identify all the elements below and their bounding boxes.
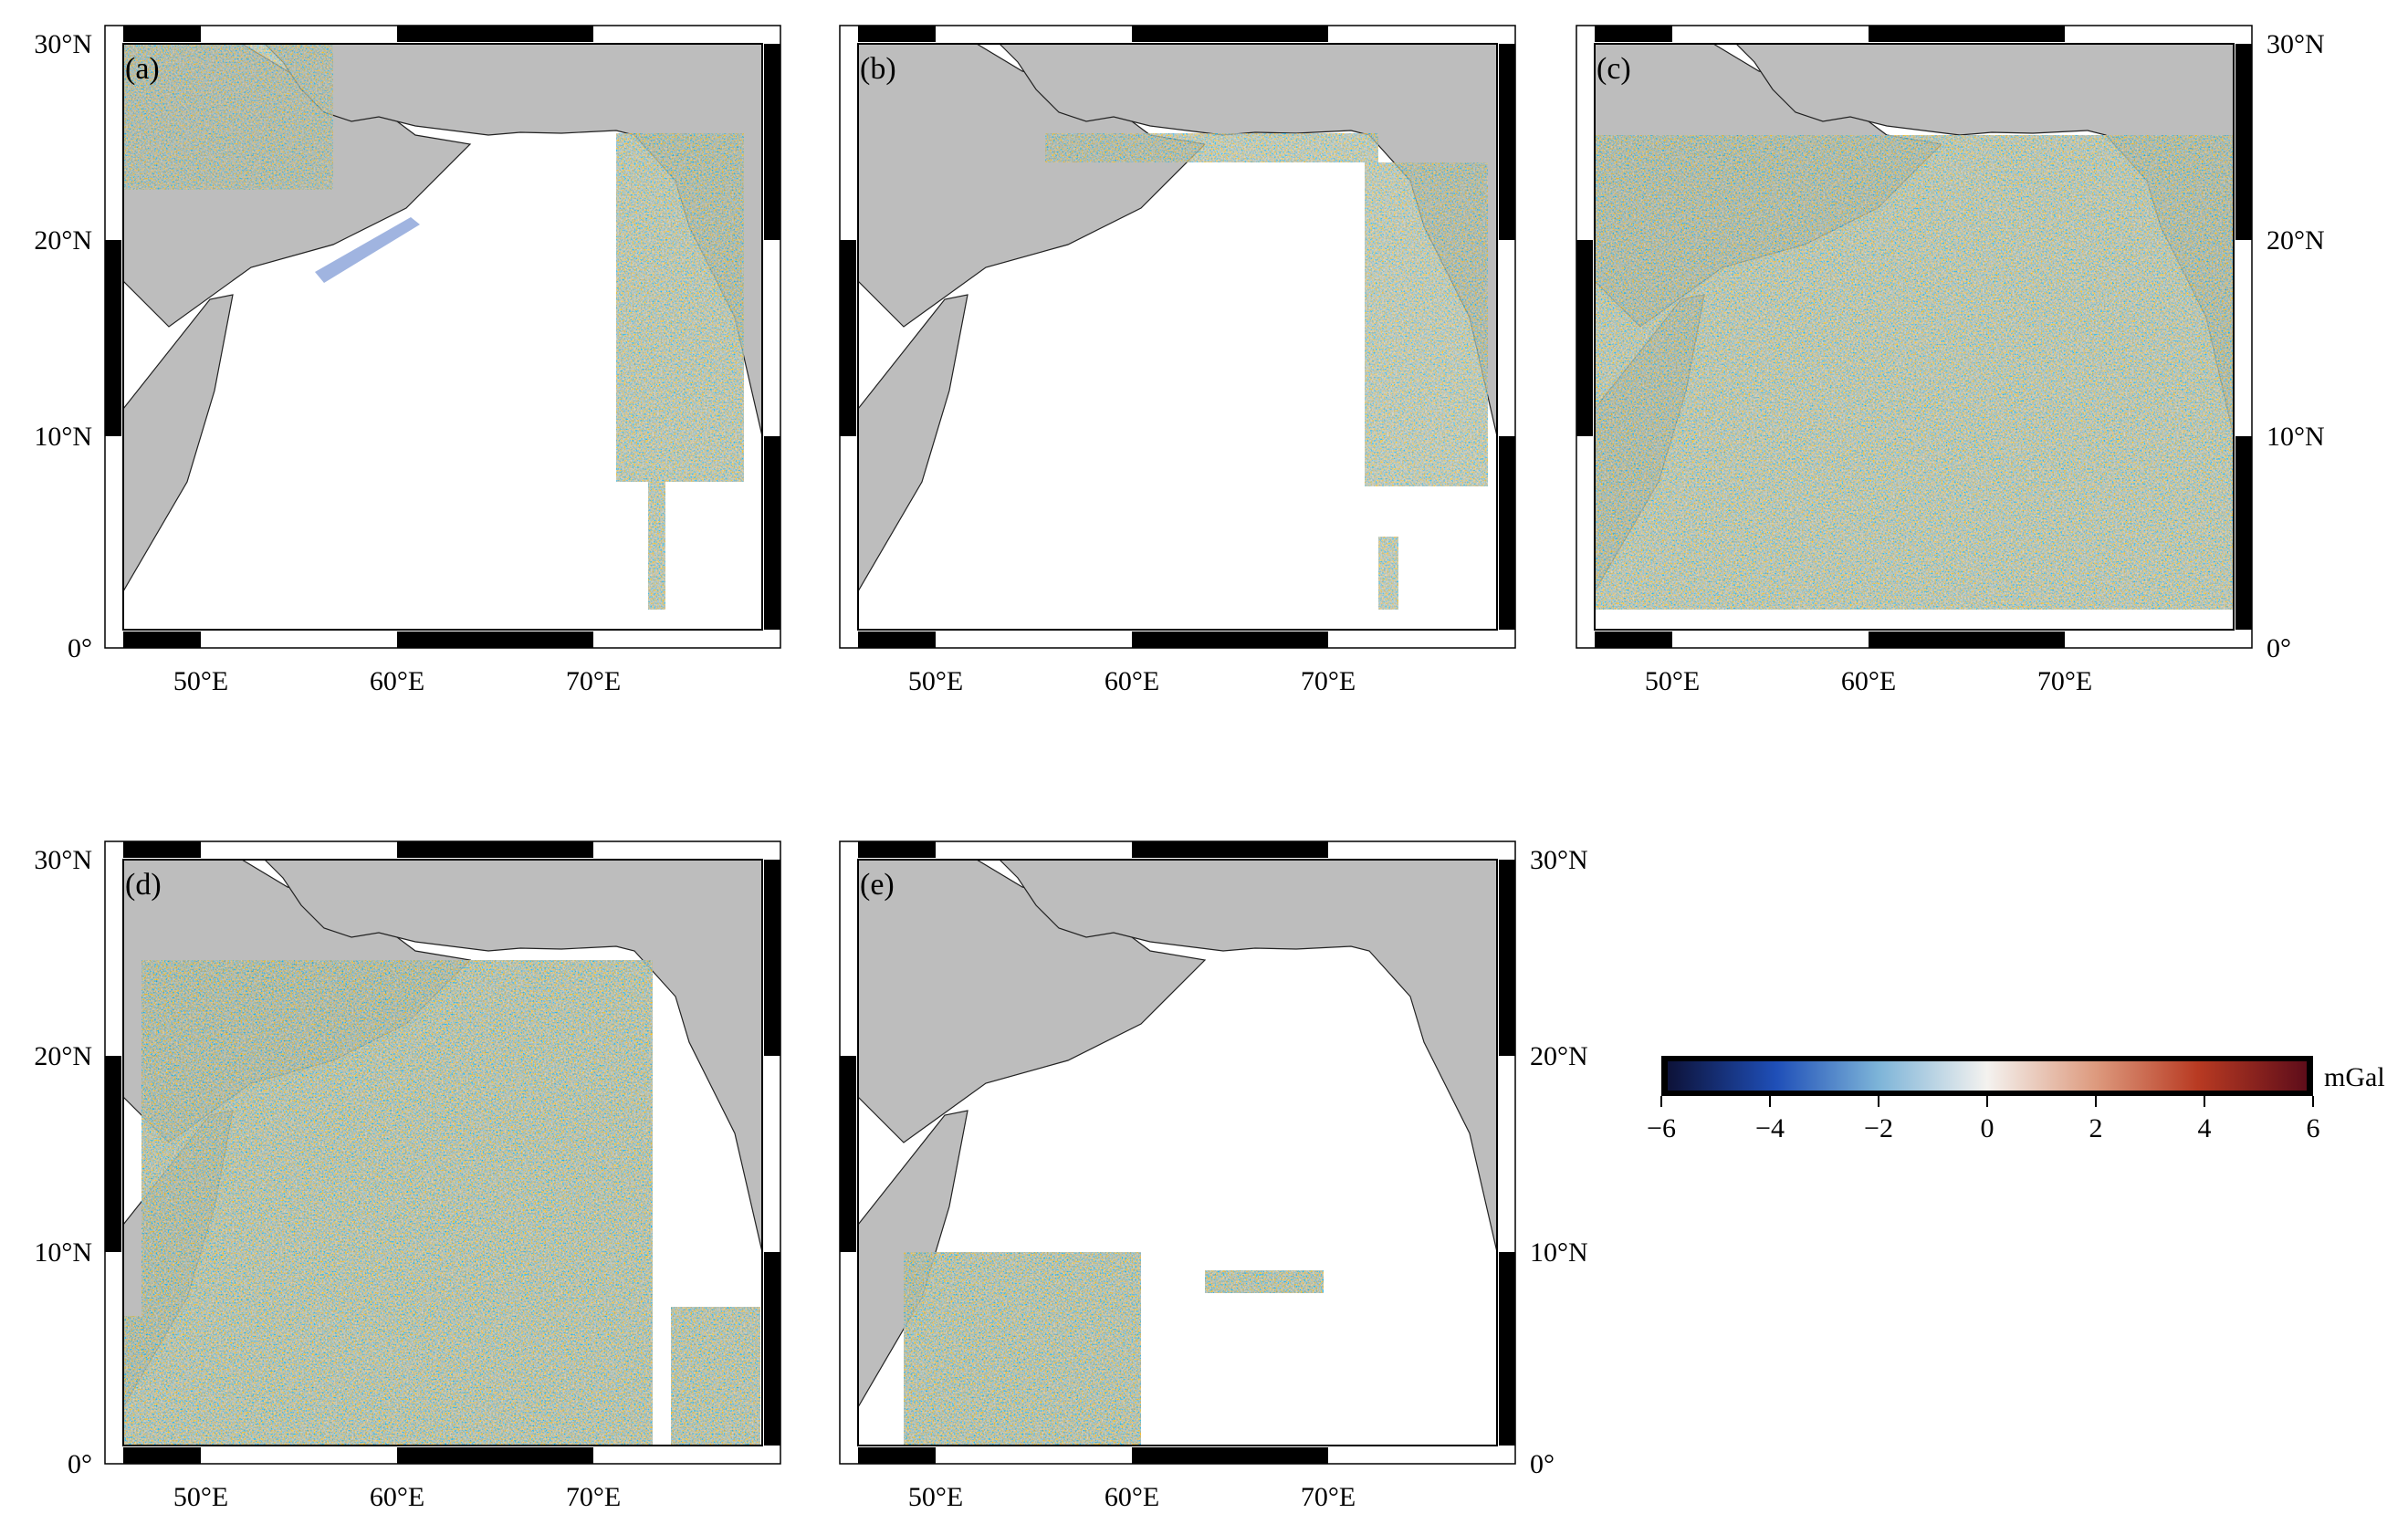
lon-tick-label: 70°E [2037, 666, 2092, 696]
colorbar-ticks: −6 −4 −2 0 2 4 6 [1647, 1096, 2320, 1143]
colorbar-tick-label: −2 [1864, 1113, 1893, 1143]
colorbar-tick-label: 4 [2198, 1113, 2212, 1143]
colorbar-tick-label: −4 [1755, 1113, 1785, 1143]
lat-tick-label: 20°N [34, 1041, 92, 1071]
lat-tick-label: 30°N [1530, 845, 1588, 875]
panel-a: (a) [104, 25, 781, 649]
panel-c: (c) [1576, 25, 2253, 649]
lat-tick-label: 30°N [34, 845, 92, 875]
lon-tick-label: 70°E [1301, 1482, 1356, 1512]
panel-label: (d) [125, 868, 162, 902]
panel-label: (b) [860, 52, 896, 86]
colorbar: mGal −6 −4 −2 0 2 4 6 [1647, 1056, 2385, 1143]
frame-ticks [105, 841, 780, 1464]
residual-speckle [904, 1252, 1324, 1446]
lon-tick-label: 50°E [173, 1482, 228, 1512]
lon-tick-label: 70°E [566, 1482, 621, 1512]
lon-tick-label: 60°E [1841, 666, 1896, 696]
lon-tick-label: 60°E [370, 1482, 424, 1512]
land [857, 859, 1498, 1410]
colorbar-tick-label: 2 [2089, 1113, 2103, 1143]
lat-tick-label: 0° [2267, 633, 2291, 663]
lon-tick-label: 60°E [370, 666, 424, 696]
lat-tick-label: 0° [68, 633, 92, 663]
axis-labels: 50°E 60°E 70°E 0° 10°N 20°N 30°N 50°E 60°E 70°E 50… [34, 29, 2324, 1512]
residual-speckle [1045, 133, 1488, 610]
frame-ticks [840, 841, 1515, 1464]
panel-label: (c) [1597, 52, 1631, 86]
lon-tick-label: 50°E [1645, 666, 1700, 696]
lon-tick-label: 50°E [908, 1482, 963, 1512]
colorbar-tick-label: 6 [2307, 1113, 2320, 1143]
lon-tick-label: 70°E [566, 666, 621, 696]
land [857, 43, 1498, 594]
panel-e: (e) [839, 840, 1516, 1465]
lat-tick-label: 20°N [2267, 225, 2325, 256]
colorbar-gradient [1668, 1061, 2307, 1091]
lon-tick-label: 60°E [1105, 666, 1159, 696]
residual-speckle [1595, 135, 2234, 610]
colorbar-tick-label: 0 [1981, 1113, 1994, 1143]
frame-ticks [840, 26, 1515, 648]
panel-label: (e) [860, 868, 895, 902]
panel-b: (b) [839, 25, 1516, 649]
colorbar-unit: mGal [2324, 1062, 2385, 1092]
lon-tick-label: 70°E [1301, 666, 1356, 696]
lat-tick-label: 10°N [34, 1237, 92, 1268]
frame-ticks [105, 26, 780, 648]
lat-tick-label: 10°N [1530, 1237, 1588, 1268]
lat-tick-label: 0° [68, 1449, 92, 1479]
residual-speckle [123, 960, 760, 1446]
lat-tick-label: 20°N [1530, 1041, 1588, 1071]
lat-tick-label: 30°N [2267, 29, 2325, 59]
lat-tick-label: 10°N [2267, 422, 2325, 452]
colorbar-tick-label: −6 [1647, 1113, 1676, 1143]
lat-tick-label: 0° [1530, 1449, 1555, 1479]
lon-tick-label: 50°E [908, 666, 963, 696]
lat-tick-label: 20°N [34, 225, 92, 256]
lon-tick-label: 60°E [1105, 1482, 1159, 1512]
lat-tick-label: 10°N [34, 422, 92, 452]
lat-tick-label: 30°N [34, 29, 92, 59]
lon-tick-label: 50°E [173, 666, 228, 696]
residual-speckle [123, 44, 744, 610]
panel-label: (a) [125, 52, 160, 86]
frame-ticks [1576, 26, 2252, 648]
panel-d: (d) [104, 840, 781, 1465]
land [122, 859, 763, 1410]
